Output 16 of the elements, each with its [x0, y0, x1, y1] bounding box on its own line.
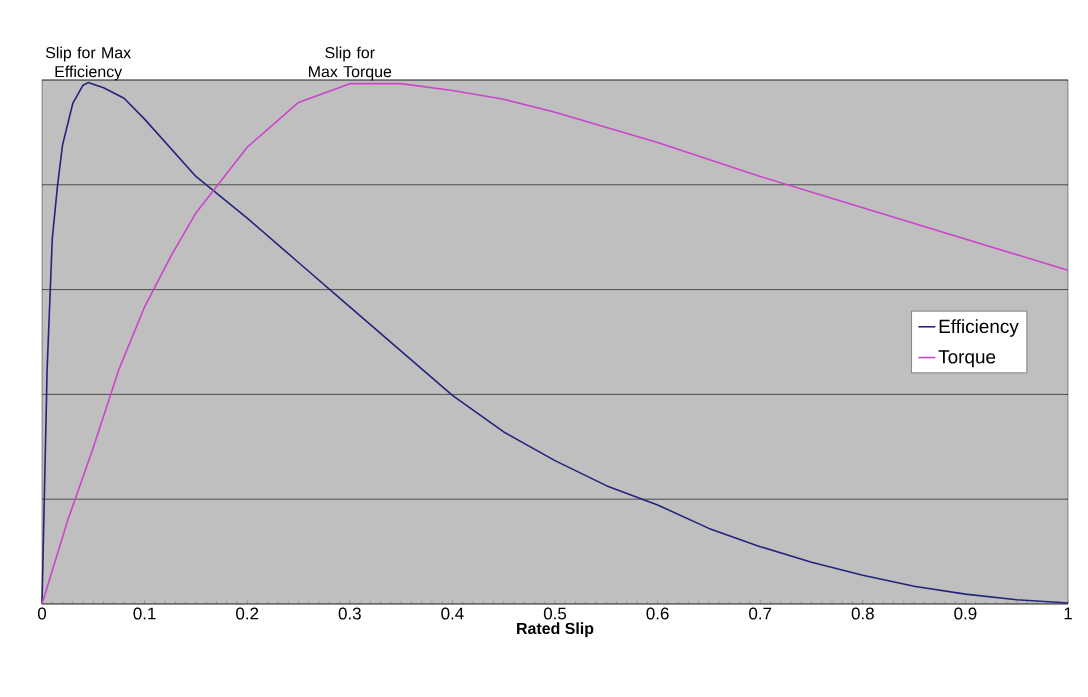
annotation: Slip for Max Torque [309, 46, 392, 81]
annotation: Slip for Max Efficiency [45, 46, 131, 81]
x-tick-label: 0.2 [236, 607, 259, 620]
legend-label: Efficiency [939, 319, 1019, 337]
legend-label: Torque [938, 350, 996, 368]
x-tick-label: 1 [1064, 607, 1072, 620]
x-tick-label: 0 [37, 607, 47, 620]
x-tick-label: 0.1 [133, 607, 156, 620]
x-tick-label: 0.4 [441, 607, 464, 620]
x-tick-label: 0.3 [338, 607, 361, 620]
x-tick-label: 0.6 [646, 607, 669, 620]
x-tick-label: 0.7 [749, 607, 772, 620]
x-axis-title: Rated Slip [517, 622, 594, 638]
x-tick-label: 0.9 [954, 607, 977, 620]
x-tick-label: 0.5 [543, 607, 567, 620]
x-tick-label: 0.8 [851, 607, 874, 620]
